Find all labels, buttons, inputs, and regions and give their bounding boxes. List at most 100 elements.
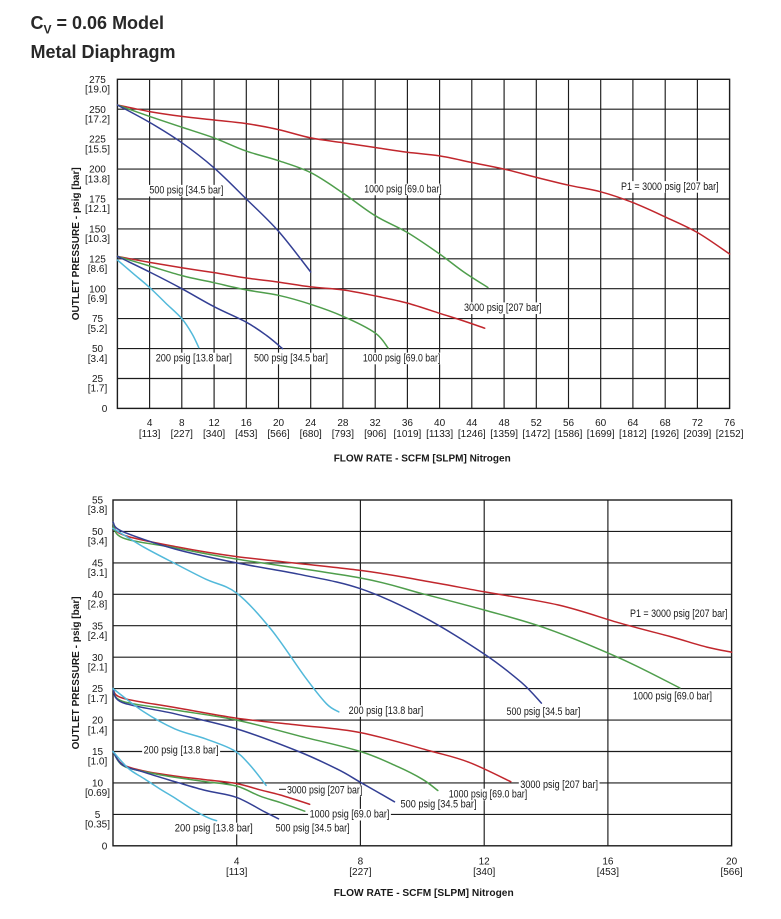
svg-text:[566]: [566] [720, 867, 742, 878]
svg-text:40: 40 [434, 418, 446, 429]
svg-text:200 psig [13.8 bar]: 200 psig [13.8 bar] [156, 353, 232, 365]
svg-text:FLOW RATE - SCFM [SLPM] Nitrog: FLOW RATE - SCFM [SLPM] Nitrogen [334, 887, 514, 899]
svg-text:16: 16 [241, 418, 253, 429]
svg-text:[2152]: [2152] [716, 429, 744, 440]
svg-text:500 psig [34.5 bar]: 500 psig [34.5 bar] [276, 823, 350, 835]
svg-text:[1586]: [1586] [555, 429, 583, 440]
svg-text:[5.2]: [5.2] [88, 324, 108, 335]
svg-text:P1 = 3000 psig [207 bar]: P1 = 3000 psig [207 bar] [630, 608, 728, 620]
svg-text:68: 68 [660, 418, 672, 429]
svg-text:[1.7]: [1.7] [88, 694, 108, 705]
svg-text:250: 250 [89, 105, 106, 116]
svg-text:[19.0]: [19.0] [85, 85, 110, 96]
svg-text:[793]: [793] [332, 429, 354, 440]
svg-text:200 psig [13.8 bar]: 200 psig [13.8 bar] [144, 744, 219, 756]
svg-text:72: 72 [692, 418, 704, 429]
svg-text:500 psig [34.5 bar]: 500 psig [34.5 bar] [507, 706, 581, 718]
svg-text:150: 150 [89, 225, 106, 236]
svg-text:500 psig [34.5 bar]: 500 psig [34.5 bar] [254, 353, 328, 365]
svg-text:200 psig [13.8 bar]: 200 psig [13.8 bar] [349, 705, 424, 717]
svg-text:[2.4]: [2.4] [88, 631, 108, 642]
svg-text:1000 psig [69.0 bar]: 1000 psig [69.0 bar] [449, 789, 528, 801]
svg-text:3000 psig [207 bar]: 3000 psig [207 bar] [464, 302, 542, 314]
svg-text:36: 36 [402, 418, 414, 429]
svg-text:[1.4]: [1.4] [88, 725, 108, 736]
svg-text:P1 = 3000 psig [207 bar]: P1 = 3000 psig [207 bar] [621, 181, 719, 193]
svg-text:35: 35 [92, 621, 104, 632]
svg-text:[8.6]: [8.6] [88, 264, 108, 275]
svg-text:[3.4]: [3.4] [88, 537, 108, 548]
svg-text:[113]: [113] [226, 867, 248, 878]
svg-text:[1.7]: [1.7] [88, 384, 108, 395]
svg-text:45: 45 [92, 559, 104, 570]
svg-text:50: 50 [92, 344, 104, 355]
svg-text:[1472]: [1472] [522, 429, 550, 440]
svg-text:[340]: [340] [203, 429, 225, 440]
svg-text:[12.1]: [12.1] [85, 204, 110, 215]
svg-text:[1926]: [1926] [651, 429, 679, 440]
svg-text:1000 psig [69.0 bar]: 1000 psig [69.0 bar] [364, 184, 442, 196]
svg-text:[2039]: [2039] [683, 429, 711, 440]
svg-text:[1133]: [1133] [426, 429, 453, 440]
svg-text:1000 psig [69.0 bar]: 1000 psig [69.0 bar] [633, 691, 712, 703]
svg-text:[453]: [453] [597, 867, 619, 878]
svg-text:[113]: [113] [139, 429, 161, 440]
svg-text:75: 75 [92, 314, 104, 325]
svg-text:[0.69]: [0.69] [85, 788, 110, 799]
svg-text:[227]: [227] [171, 429, 193, 440]
svg-text:4: 4 [147, 418, 153, 429]
svg-text:125: 125 [89, 254, 106, 265]
svg-text:1000 psig [69.0 bar]: 1000 psig [69.0 bar] [310, 809, 390, 821]
svg-text:[3.1]: [3.1] [88, 568, 108, 579]
svg-text:[566]: [566] [267, 429, 289, 440]
svg-text:500 psig [34.5 bar]: 500 psig [34.5 bar] [149, 185, 223, 197]
svg-text:12: 12 [479, 856, 491, 867]
svg-text:[15.5]: [15.5] [85, 144, 110, 155]
svg-text:4: 4 [234, 856, 240, 867]
svg-text:[1359]: [1359] [490, 429, 518, 440]
svg-text:5: 5 [95, 810, 101, 821]
svg-text:16: 16 [602, 856, 614, 867]
svg-text:[906]: [906] [364, 429, 386, 440]
svg-text:12: 12 [209, 418, 221, 429]
svg-text:[1812]: [1812] [619, 429, 647, 440]
svg-text:175: 175 [89, 195, 106, 206]
svg-text:60: 60 [595, 418, 607, 429]
svg-text:20: 20 [273, 418, 285, 429]
svg-text:52: 52 [531, 418, 543, 429]
svg-text:FLOW RATE - SCFM [SLPM] Nitrog: FLOW RATE - SCFM [SLPM] Nitrogen [334, 453, 511, 465]
svg-text:[6.9]: [6.9] [88, 294, 108, 305]
svg-text:[10.3]: [10.3] [85, 234, 110, 245]
svg-text:[340]: [340] [473, 867, 495, 878]
svg-text:8: 8 [179, 418, 185, 429]
svg-text:OUTLET PRESSURE - psig [bar]: OUTLET PRESSURE - psig [bar] [70, 596, 82, 749]
svg-text:30: 30 [92, 653, 104, 664]
svg-text:[1019]: [1019] [393, 429, 421, 440]
svg-text:0: 0 [102, 404, 108, 415]
svg-text:225: 225 [89, 135, 106, 146]
svg-text:[1246]: [1246] [458, 429, 486, 440]
svg-text:3000 psig [207 bar]: 3000 psig [207 bar] [520, 779, 598, 791]
svg-text:200 psig [13.8 bar]: 200 psig [13.8 bar] [175, 823, 253, 835]
svg-text:28: 28 [337, 418, 349, 429]
svg-text:[2.8]: [2.8] [88, 600, 108, 611]
svg-text:1000 psig [69.0 bar]: 1000 psig [69.0 bar] [363, 353, 441, 365]
svg-text:55: 55 [92, 496, 104, 507]
svg-text:8: 8 [358, 856, 364, 867]
svg-text:10: 10 [92, 779, 104, 790]
svg-text:100: 100 [89, 284, 106, 295]
svg-text:[1.0]: [1.0] [88, 757, 108, 768]
svg-text:44: 44 [466, 418, 478, 429]
svg-text:40: 40 [92, 590, 104, 601]
svg-text:48: 48 [499, 418, 511, 429]
svg-text:64: 64 [627, 418, 639, 429]
svg-text:20: 20 [726, 856, 738, 867]
svg-text:[1699]: [1699] [587, 429, 615, 440]
svg-text:20: 20 [92, 716, 104, 727]
svg-text:56: 56 [563, 418, 575, 429]
svg-text:[680]: [680] [300, 429, 322, 440]
svg-text:[17.2]: [17.2] [85, 114, 110, 125]
svg-text:0: 0 [102, 842, 108, 853]
svg-text:50: 50 [92, 527, 104, 538]
svg-text:200: 200 [89, 165, 106, 176]
